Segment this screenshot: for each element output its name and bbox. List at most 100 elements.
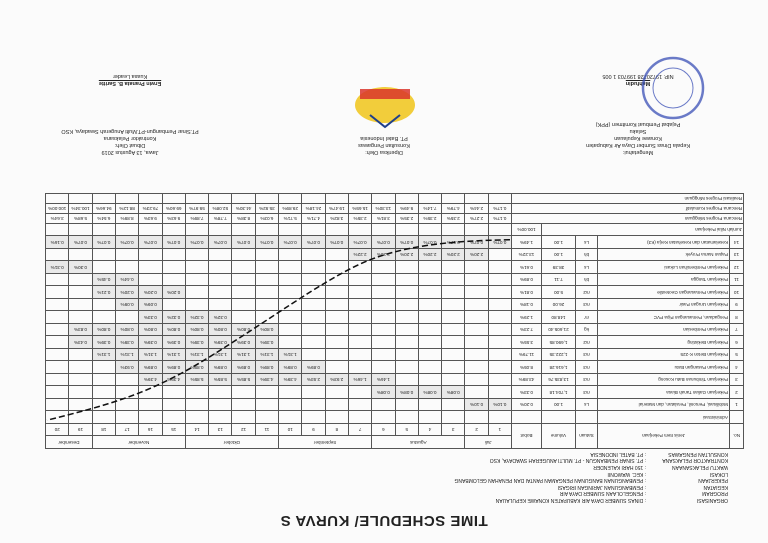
info-value: : PEMBANGUNAN JARINGAN IRIGASI	[557, 483, 646, 490]
week-value: 0.39%	[115, 336, 139, 349]
week-empty	[395, 261, 419, 274]
week-value: 0.07%	[231, 236, 256, 249]
item-desc: Pekerjaan Urugan Pasir	[597, 298, 730, 311]
week-value: 0.07%	[162, 236, 186, 249]
week-value: 0.10%	[464, 398, 489, 411]
week-header: 12	[231, 423, 256, 436]
week-empty	[45, 373, 69, 386]
week-empty	[301, 273, 326, 286]
week-empty	[418, 286, 442, 299]
week-header: 1	[488, 423, 512, 436]
week-empty	[92, 298, 116, 311]
info-value: : DINAS SUMBER DAYA AIR KABUPATEN KONAWE…	[495, 497, 646, 503]
week-empty	[162, 223, 186, 236]
item-unit: m2	[575, 336, 598, 349]
progress-value: 5.68%	[68, 213, 93, 224]
week-value: 0.07%	[395, 236, 419, 249]
week-empty	[488, 348, 512, 361]
week-empty	[278, 398, 302, 411]
week-empty	[162, 261, 186, 274]
info-label: KONSULTAN PENGAWAS	[668, 450, 728, 457]
week-value: 1.46%	[371, 373, 396, 386]
week-empty	[115, 411, 139, 424]
week-value: 4.39%	[255, 373, 279, 386]
week-empty	[348, 311, 372, 324]
week-empty	[92, 261, 116, 274]
week-empty	[278, 193, 302, 204]
week-empty	[395, 361, 419, 374]
week-empty	[464, 336, 489, 349]
week-empty	[115, 193, 139, 204]
item-row: 12 Pekerjaan Pembersihan Lokasi Ls 38.39 0.6…	[45, 261, 744, 274]
week-empty	[185, 386, 209, 399]
week-empty	[278, 248, 302, 261]
week-empty	[325, 298, 349, 311]
info-value: : PEMBANGUNAN BANGUNAN PENGAMAN PANTAI D…	[454, 477, 646, 484]
week-empty	[301, 193, 326, 204]
week-header: 6	[371, 423, 396, 436]
item-row: 9 Pekerjaan Urugan Pasir m3 26.00 0.18% 0.09%…	[45, 298, 744, 311]
signature-line: Selaku	[629, 128, 647, 134]
week-empty	[68, 223, 93, 236]
week-empty	[371, 398, 396, 411]
week-empty	[255, 398, 279, 411]
item-weight: 0.61%	[511, 261, 542, 274]
week-empty	[92, 248, 116, 261]
progress-value: 13.30%	[371, 203, 396, 214]
week-header: 7	[348, 423, 372, 436]
week-empty	[255, 298, 279, 311]
week-value: 1.31%	[278, 348, 302, 361]
progress-value: 2.35%	[418, 213, 442, 224]
week-header: 16	[138, 423, 163, 436]
week-value: 0.20%	[115, 286, 139, 299]
week-empty	[395, 336, 419, 349]
progress-value: 19.47%	[325, 203, 349, 214]
week-value: 1.31%	[185, 348, 209, 361]
item-no: 3	[729, 373, 744, 386]
progress-value: 8.38%	[231, 213, 256, 224]
week-empty	[395, 286, 419, 299]
week-header: 10	[278, 423, 302, 436]
week-value: 0.32%	[185, 311, 209, 324]
week-empty	[371, 361, 396, 374]
week-empty	[138, 261, 163, 274]
week-empty	[488, 311, 512, 324]
week-header: 13	[208, 423, 232, 436]
week-value: 0.09%	[138, 298, 163, 311]
week-empty	[325, 193, 349, 204]
signature-line: Konawe Kepulauan	[614, 135, 662, 141]
week-empty	[488, 411, 512, 424]
week-empty	[231, 286, 256, 299]
week-empty	[92, 373, 116, 386]
week-empty	[464, 348, 489, 361]
week-empty	[348, 398, 372, 411]
week-empty	[441, 373, 465, 386]
week-empty	[162, 248, 186, 261]
week-empty	[278, 411, 302, 424]
week-empty	[68, 286, 93, 299]
week-header: 15	[162, 423, 186, 436]
item-unit: bh	[575, 273, 598, 286]
week-empty	[45, 398, 69, 411]
item-no: 5	[729, 348, 744, 361]
signature-line: Kepala Dinas Sumber Daya Air Kabupaten	[586, 142, 690, 148]
week-header: 18	[92, 423, 116, 436]
progress-value: 69.60%	[162, 203, 186, 214]
item-row: 1 Mobilisasi, Personil, Peralatan, dan Ma…	[45, 398, 744, 411]
week-empty	[255, 386, 279, 399]
week-empty	[208, 261, 232, 274]
item-weight: 0.20%	[511, 398, 542, 411]
week-empty	[464, 273, 489, 286]
week-empty	[325, 411, 349, 424]
progress-label: Rencana Progres Mingguan	[511, 213, 744, 224]
item-row: 14 Keselamatan dan Kesehatan Kerja (K3) Ls…	[45, 236, 744, 249]
item-no: 8	[729, 311, 744, 324]
week-value: 2.20%	[371, 248, 396, 261]
progress-value: 0.17%	[488, 213, 512, 224]
week-empty	[115, 386, 139, 399]
week-empty	[395, 298, 419, 311]
week-value: 0.80%	[231, 323, 256, 336]
item-no: 1	[729, 398, 744, 411]
week-empty	[348, 223, 372, 236]
week-empty	[348, 411, 372, 424]
